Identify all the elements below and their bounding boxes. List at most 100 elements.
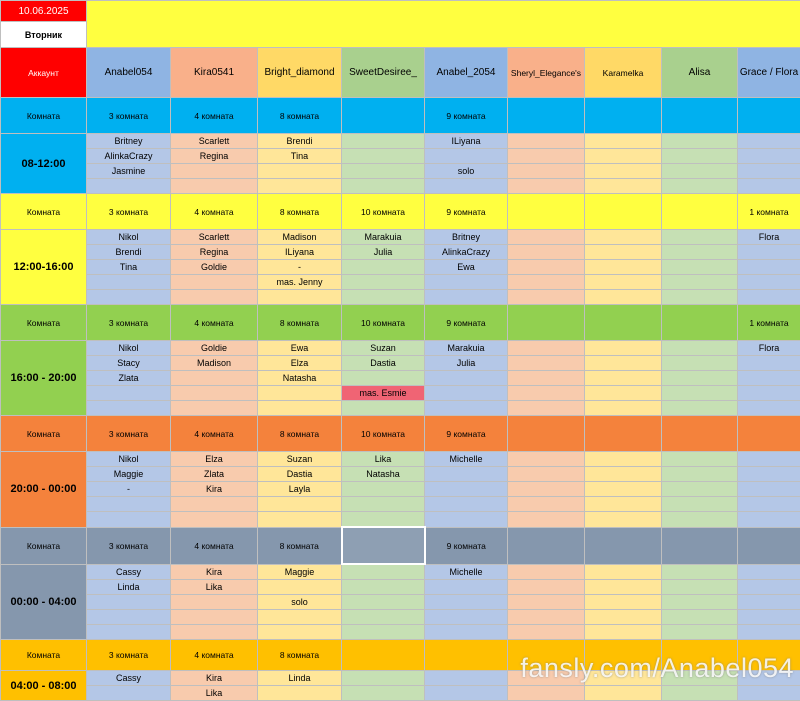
time-slot-label[interactable]: 20:00 - 00:00 [1, 452, 87, 528]
schedule-cell[interactable]: Kira [171, 671, 258, 686]
schedule-cell[interactable] [171, 179, 258, 194]
schedule-cell[interactable] [662, 386, 738, 401]
schedule-cell[interactable] [425, 371, 508, 386]
schedule-cell[interactable]: Layla [258, 482, 342, 497]
schedule-cell[interactable] [342, 371, 425, 386]
schedule-cell[interactable] [342, 164, 425, 179]
schedule-cell[interactable]: solo [258, 595, 342, 610]
schedule-cell[interactable]: Lika [171, 580, 258, 595]
room-cell[interactable]: 9 комната [425, 194, 508, 230]
schedule-cell[interactable] [258, 625, 342, 640]
account-1[interactable]: Anabel054 [87, 48, 171, 98]
schedule-cell[interactable] [662, 356, 738, 371]
schedule-cell[interactable]: Lika [342, 452, 425, 467]
room-cell[interactable]: 3 комната [87, 305, 171, 341]
schedule-cell[interactable] [738, 260, 800, 275]
schedule-cell[interactable]: Kira [171, 482, 258, 497]
schedule-cell[interactable]: Madison [171, 356, 258, 371]
schedule-cell[interactable]: Natasha [258, 371, 342, 386]
schedule-cell[interactable]: Suzan [258, 452, 342, 467]
schedule-cell[interactable] [508, 371, 585, 386]
schedule-cell[interactable] [508, 245, 585, 260]
schedule-cell[interactable] [342, 580, 425, 595]
room-cell[interactable] [662, 416, 738, 452]
schedule-cell[interactable] [87, 386, 171, 401]
schedule-cell[interactable] [171, 610, 258, 625]
schedule-cell[interactable]: Nikol [87, 452, 171, 467]
schedule-cell[interactable] [508, 564, 585, 580]
schedule-cell[interactable] [585, 686, 662, 701]
schedule-cell[interactable] [662, 512, 738, 528]
schedule-cell[interactable] [425, 610, 508, 625]
account-8[interactable]: Alisa [662, 48, 738, 98]
schedule-cell[interactable]: Britney [87, 134, 171, 149]
schedule-cell[interactable] [342, 290, 425, 305]
schedule-cell[interactable]: Kira [171, 564, 258, 580]
schedule-cell[interactable]: Cassy [87, 671, 171, 686]
room-cell[interactable] [585, 640, 662, 671]
schedule-cell[interactable] [738, 245, 800, 260]
schedule-cell[interactable] [171, 164, 258, 179]
schedule-cell[interactable]: Scarlett [171, 134, 258, 149]
schedule-cell[interactable]: Marakuia [425, 341, 508, 356]
time-slot-label[interactable]: 12:00-16:00 [1, 230, 87, 305]
schedule-cell[interactable]: Michelle [425, 452, 508, 467]
schedule-cell[interactable] [425, 290, 508, 305]
schedule-cell[interactable] [662, 497, 738, 512]
schedule-cell[interactable]: Julia [425, 356, 508, 371]
schedule-cell[interactable] [342, 512, 425, 528]
schedule-cell[interactable] [738, 625, 800, 640]
schedule-cell[interactable] [585, 245, 662, 260]
schedule-cell[interactable]: Scarlett [171, 230, 258, 245]
schedule-cell[interactable]: Julia [342, 245, 425, 260]
schedule-cell[interactable] [425, 595, 508, 610]
schedule-cell[interactable] [662, 230, 738, 245]
schedule-cell[interactable] [662, 290, 738, 305]
room-label[interactable]: Комната [1, 194, 87, 230]
schedule-cell[interactable] [508, 164, 585, 179]
room-cell[interactable] [508, 194, 585, 230]
schedule-cell[interactable]: Dastia [258, 467, 342, 482]
schedule-cell[interactable] [258, 290, 342, 305]
schedule-cell[interactable] [738, 671, 800, 686]
schedule-cell[interactable]: Michelle [425, 564, 508, 580]
schedule-cell[interactable] [585, 260, 662, 275]
schedule-cell[interactable]: Linda [87, 580, 171, 595]
schedule-cell[interactable]: Natasha [342, 467, 425, 482]
schedule-cell[interactable] [508, 686, 585, 701]
schedule-cell[interactable] [662, 595, 738, 610]
schedule-cell[interactable] [585, 149, 662, 164]
schedule-cell[interactable] [342, 134, 425, 149]
schedule-cell[interactable] [508, 512, 585, 528]
schedule-cell[interactable]: mas. Jenny [258, 275, 342, 290]
schedule-cell[interactable]: Lika [171, 686, 258, 701]
schedule-cell[interactable] [508, 467, 585, 482]
schedule-cell[interactable] [508, 179, 585, 194]
room-cell[interactable]: 9 комната [425, 416, 508, 452]
schedule-cell[interactable] [258, 497, 342, 512]
schedule-cell[interactable]: Madison [258, 230, 342, 245]
room-cell[interactable] [662, 527, 738, 564]
schedule-cell[interactable]: - [87, 482, 171, 497]
schedule-cell[interactable] [662, 164, 738, 179]
time-slot-label[interactable]: 08-12:00 [1, 134, 87, 194]
schedule-cell[interactable] [585, 275, 662, 290]
schedule-cell[interactable] [425, 512, 508, 528]
room-cell[interactable]: 3 комната [87, 527, 171, 564]
room-cell[interactable] [738, 527, 800, 564]
schedule-cell[interactable] [508, 386, 585, 401]
schedule-cell[interactable] [508, 401, 585, 416]
room-label[interactable]: Комната [1, 527, 87, 564]
schedule-cell[interactable] [425, 275, 508, 290]
schedule-cell[interactable] [508, 134, 585, 149]
schedule-cell[interactable]: Britney [425, 230, 508, 245]
room-cell[interactable]: 10 комната [342, 416, 425, 452]
schedule-cell[interactable] [342, 564, 425, 580]
schedule-cell[interactable]: Tina [87, 260, 171, 275]
schedule-cell[interactable] [425, 179, 508, 194]
room-cell[interactable] [508, 98, 585, 134]
schedule-cell[interactable] [662, 452, 738, 467]
room-cell[interactable]: 8 комната [258, 98, 342, 134]
schedule-cell[interactable]: Linda [258, 671, 342, 686]
schedule-cell[interactable] [508, 356, 585, 371]
